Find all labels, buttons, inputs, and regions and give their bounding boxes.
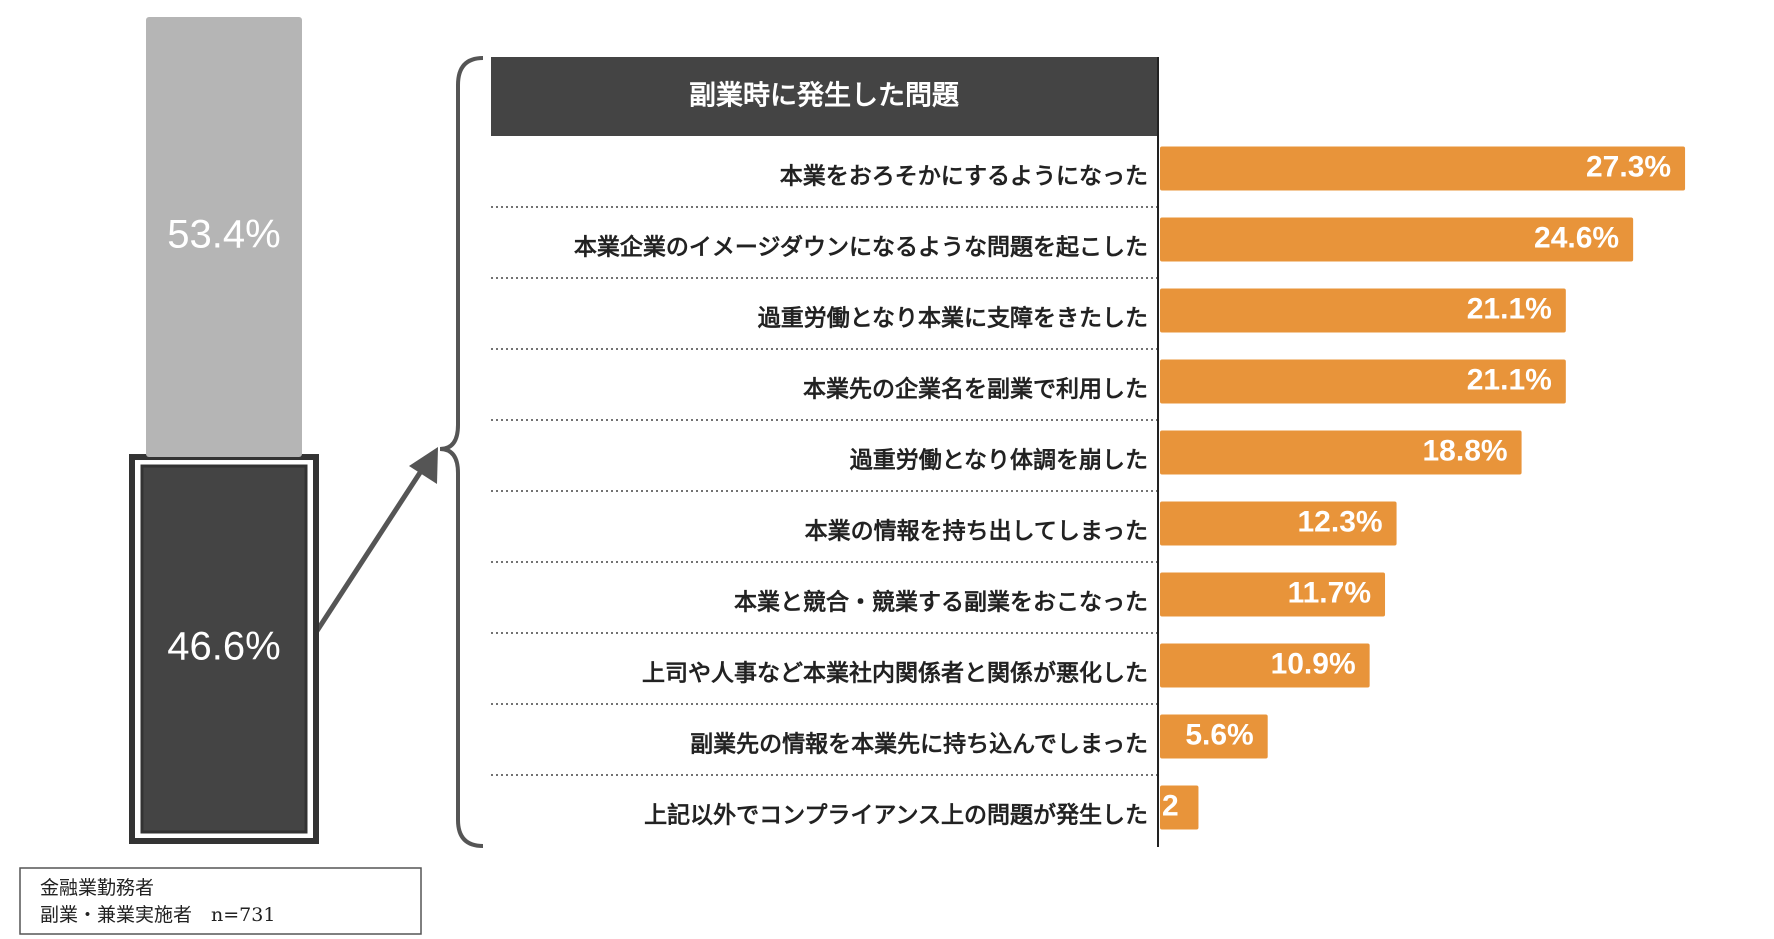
bar xyxy=(1160,288,1566,333)
stack-segment xyxy=(146,17,302,458)
bar xyxy=(1160,430,1522,475)
bar xyxy=(1160,146,1686,191)
stack-segment xyxy=(140,464,308,834)
value-label: 12.3% xyxy=(1297,505,1382,538)
category-label: 本業の情報を持ち出してしまった xyxy=(805,518,1148,545)
value-label: 11.7% xyxy=(1288,576,1371,609)
bar xyxy=(1160,359,1566,404)
chart-title: 副業時に発生した問題 xyxy=(689,81,960,112)
note-line: 金融業勤務者 xyxy=(40,877,154,899)
bar xyxy=(1160,714,1268,759)
category-label: 上記以外でコンプライアンス上の問題が発生した xyxy=(644,802,1148,829)
category-label: 過重労働となり体調を崩した xyxy=(850,447,1148,474)
brace xyxy=(439,56,484,848)
value-label: 27.3% xyxy=(1586,150,1671,183)
value-label: 18.8% xyxy=(1423,434,1508,467)
value-label: 21.1% xyxy=(1467,292,1552,325)
value-label: 10.9% xyxy=(1271,647,1356,680)
value-label: 46.6% xyxy=(167,625,280,669)
arrow xyxy=(310,463,428,639)
note-line: 副業・兼業実施者 n=731 xyxy=(40,904,275,926)
bar xyxy=(1160,501,1397,546)
bar xyxy=(1160,643,1370,688)
category-label: 上司や人事など本業社内関係者と関係が悪化した xyxy=(642,660,1148,687)
category-label: 本業企業のイメージダウンになるような問題を起こした xyxy=(574,234,1148,261)
bar xyxy=(1160,572,1386,617)
value-label: 53.4% xyxy=(167,213,280,257)
value-label: 24.6% xyxy=(1534,221,1619,254)
value-label: 5.6% xyxy=(1185,718,1253,751)
category-label: 過重労働となり本業に支障をきたした xyxy=(758,305,1148,332)
category-label: 本業と競合・競業する副業をおこなった xyxy=(734,589,1148,616)
arrow-head xyxy=(409,447,438,484)
value-label: 2 xyxy=(1162,789,1179,822)
note-box xyxy=(19,867,422,935)
category-label: 本業をおろそかにするようになった xyxy=(780,163,1148,190)
category-label: 本業先の企業名を副業で利用した xyxy=(803,376,1148,403)
category-label: 副業先の情報を本業先に持ち込んでしまった xyxy=(690,731,1148,758)
header-box xyxy=(491,57,1157,136)
value-label: 21.1% xyxy=(1467,363,1552,396)
bar xyxy=(1160,785,1199,830)
bar xyxy=(1160,217,1634,262)
